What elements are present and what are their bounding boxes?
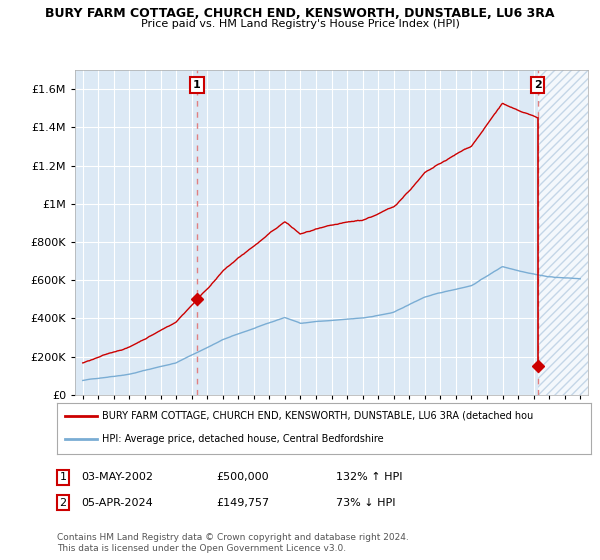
Text: BURY FARM COTTAGE, CHURCH END, KENSWORTH, DUNSTABLE, LU6 3RA (detached hou: BURY FARM COTTAGE, CHURCH END, KENSWORTH… [103,411,533,421]
Text: This data is licensed under the Open Government Licence v3.0.: This data is licensed under the Open Gov… [57,544,346,553]
Text: 2: 2 [534,80,542,90]
Text: 2: 2 [59,498,67,508]
Text: £149,757: £149,757 [216,498,269,508]
Text: HPI: Average price, detached house, Central Bedfordshire: HPI: Average price, detached house, Cent… [103,435,384,445]
Text: 132% ↑ HPI: 132% ↑ HPI [336,472,403,482]
Text: 73% ↓ HPI: 73% ↓ HPI [336,498,395,508]
Polygon shape [538,70,588,395]
Text: 03-MAY-2002: 03-MAY-2002 [81,472,153,482]
Text: BURY FARM COTTAGE, CHURCH END, KENSWORTH, DUNSTABLE, LU6 3RA: BURY FARM COTTAGE, CHURCH END, KENSWORTH… [45,7,555,20]
Text: 05-APR-2024: 05-APR-2024 [81,498,153,508]
Text: £500,000: £500,000 [216,472,269,482]
Text: 1: 1 [59,472,67,482]
Text: 1: 1 [193,80,201,90]
Text: Contains HM Land Registry data © Crown copyright and database right 2024.: Contains HM Land Registry data © Crown c… [57,533,409,542]
Text: Price paid vs. HM Land Registry's House Price Index (HPI): Price paid vs. HM Land Registry's House … [140,19,460,29]
